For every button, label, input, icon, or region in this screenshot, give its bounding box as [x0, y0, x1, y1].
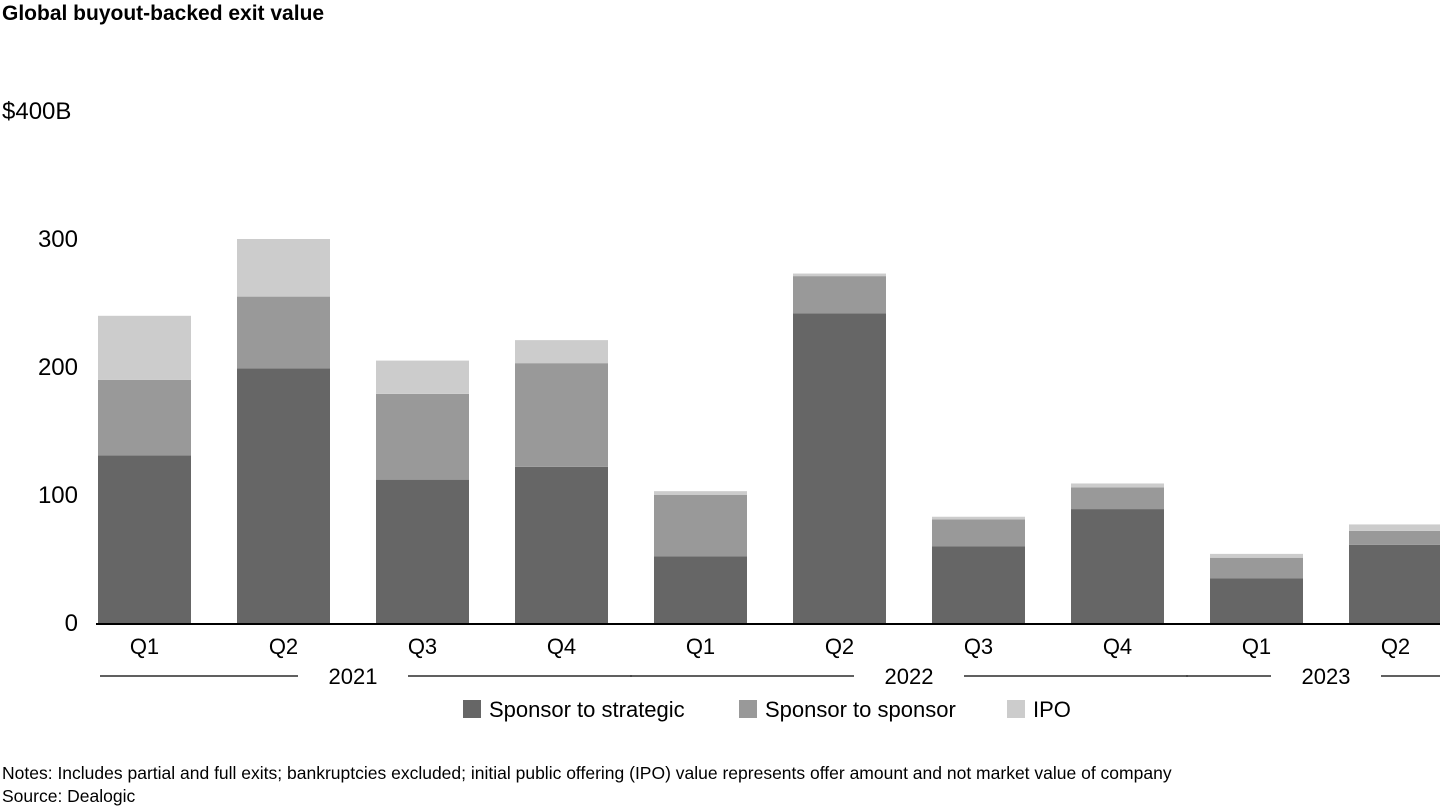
bar-segment	[1349, 524, 1440, 531]
bar-segment	[98, 455, 191, 623]
bar-segment	[1210, 578, 1303, 623]
bar-segment	[237, 296, 330, 369]
x-tick-label: Q2	[269, 634, 298, 659]
bar-segment	[932, 519, 1025, 547]
bar-segment	[1071, 509, 1164, 623]
year-label: 2021	[329, 664, 378, 689]
bar-segment	[793, 276, 886, 314]
bar-segment	[1210, 557, 1303, 579]
bar-segment	[793, 313, 886, 623]
x-tick-label: Q2	[1381, 634, 1410, 659]
x-tick-label: Q1	[1242, 634, 1271, 659]
bar-segment	[654, 556, 747, 623]
footnotes: Notes: Includes partial and full exits; …	[2, 762, 1172, 808]
bar-segment	[932, 546, 1025, 623]
x-tick-label: Q3	[964, 634, 993, 659]
x-tick-label: Q4	[1103, 634, 1132, 659]
notes-text: Notes: Includes partial and full exits; …	[2, 763, 1172, 783]
bar-segment	[793, 273, 886, 277]
legend-swatch	[463, 700, 481, 718]
bar-segment	[237, 239, 330, 297]
bar-segment	[515, 363, 608, 467]
bar-segment	[654, 491, 747, 495]
bar-segment	[1349, 530, 1440, 545]
y-tick-label: 200	[38, 354, 78, 381]
year-label: 2022	[885, 664, 934, 689]
bar-segment	[376, 360, 469, 394]
stacked-bar-chart: 0 100 200 300 $400B Q1 Q2 Q3 Q4 Q1 Q2 Q3 Q4 Q1 Q2 2021 2…	[2, 98, 1440, 722]
legend-label: Sponsor to sponsor	[765, 697, 956, 722]
bar-segment	[98, 315, 191, 380]
bar-segment	[1071, 483, 1164, 488]
bar-segment	[98, 379, 191, 456]
bar-segment	[515, 340, 608, 364]
bar-segment	[515, 466, 608, 623]
x-tick-label: Q1	[686, 634, 715, 659]
y-tick-label: 0	[65, 610, 78, 637]
legend-label: IPO	[1033, 697, 1071, 722]
legend-label: Sponsor to strategic	[489, 697, 685, 722]
y-tick-label: $400B	[2, 98, 71, 125]
legend-swatch	[739, 700, 757, 718]
bar-segment	[237, 368, 330, 623]
bar-segment	[376, 393, 469, 480]
bar-segment	[1210, 553, 1303, 558]
bar-segment	[1349, 544, 1440, 623]
bar-segment	[376, 479, 469, 623]
legend-swatch	[1007, 700, 1025, 718]
y-tick-label: 300	[38, 226, 78, 253]
year-label: 2023	[1302, 664, 1351, 689]
bar-segment	[1071, 487, 1164, 510]
x-tick-label: Q4	[547, 634, 576, 659]
bar-segment	[654, 495, 747, 557]
y-tick-label: 100	[38, 482, 78, 509]
x-tick-label: Q3	[408, 634, 437, 659]
chart-title: Global buyout-backed exit value	[2, 2, 325, 25]
source-text: Source: Dealogic	[2, 786, 136, 806]
bar-segment	[932, 516, 1025, 520]
x-tick-label: Q1	[130, 634, 159, 659]
x-tick-label: Q2	[825, 634, 854, 659]
